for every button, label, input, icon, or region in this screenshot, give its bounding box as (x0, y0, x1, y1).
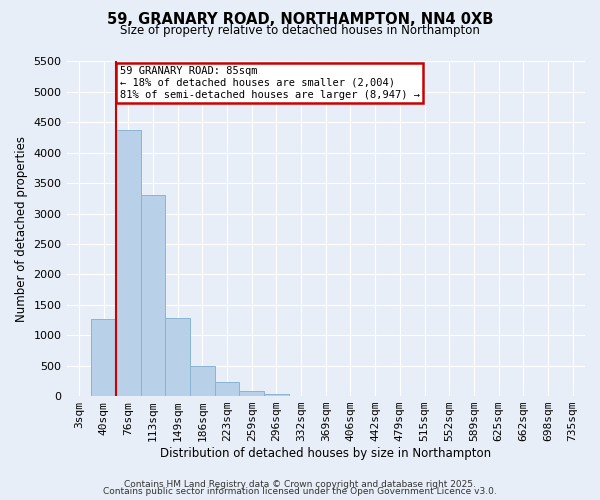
Bar (215, 382, 239, 396)
X-axis label: Distribution of detached houses by size in Northampton: Distribution of detached houses by size … (160, 447, 491, 460)
Bar (91, 319, 116, 396)
Y-axis label: Number of detached properties: Number of detached properties (15, 136, 28, 322)
Bar (165, 318, 190, 396)
Bar (140, 196, 165, 396)
Bar (116, 130, 140, 396)
Text: Contains HM Land Registry data © Crown copyright and database right 2025.: Contains HM Land Registry data © Crown c… (124, 480, 476, 489)
Bar (264, 394, 289, 396)
Text: 59, GRANARY ROAD, NORTHAMPTON, NN4 0XB: 59, GRANARY ROAD, NORTHAMPTON, NN4 0XB (107, 12, 493, 28)
Bar (190, 366, 215, 396)
Text: 59 GRANARY ROAD: 85sqm
← 18% of detached houses are smaller (2,004)
81% of semi-: 59 GRANARY ROAD: 85sqm ← 18% of detached… (119, 66, 419, 100)
Text: Size of property relative to detached houses in Northampton: Size of property relative to detached ho… (120, 24, 480, 37)
Text: Contains public sector information licensed under the Open Government Licence v3: Contains public sector information licen… (103, 488, 497, 496)
Bar (239, 390, 264, 396)
